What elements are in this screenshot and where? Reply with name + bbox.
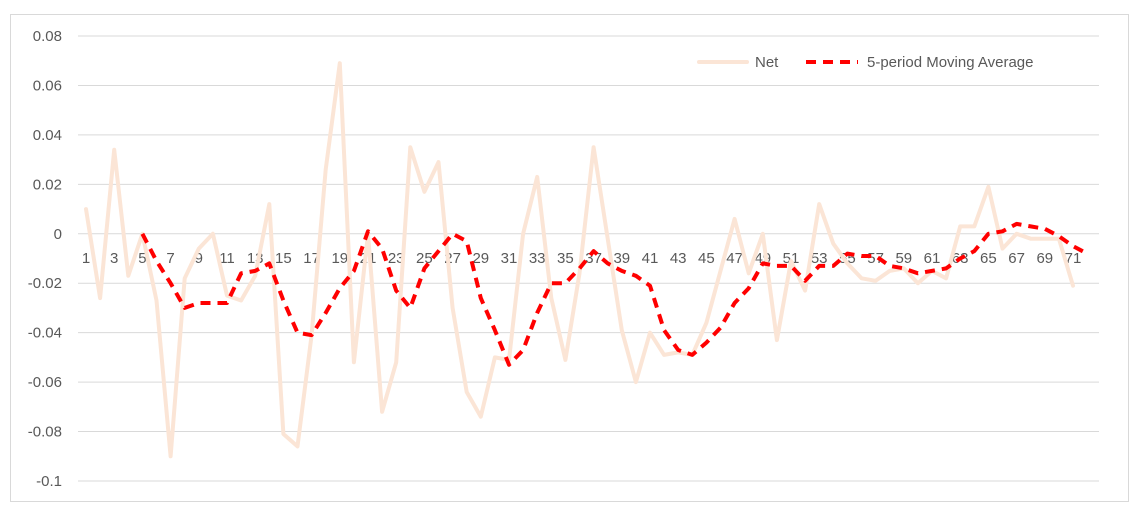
y-tick-label: 0.06 [33, 77, 62, 94]
x-tick-label: 47 [726, 250, 743, 267]
x-tick-label: 61 [924, 250, 941, 267]
y-axis-tick-labels: -0.1 -0.08 -0.06 -0.04 -0.02 0 0.02 0.04 0.06 0.0… [28, 28, 62, 490]
x-tick-label: 41 [642, 250, 659, 267]
series-lines [84, 61, 1089, 459]
x-tick-label: 7 [166, 250, 174, 267]
x-tick-label: 43 [670, 250, 687, 267]
x-tick-label: 5 [138, 250, 146, 267]
y-tick-label: -0.04 [28, 325, 62, 342]
y-tick-label: -0.1 [36, 473, 62, 490]
x-tick-label: 1 [82, 250, 90, 267]
x-tick-label: 35 [557, 250, 574, 267]
x-tick-label: 23 [388, 250, 405, 267]
x-tick-label: 29 [472, 250, 489, 267]
gridlines [78, 35, 1099, 482]
x-tick-label: 9 [195, 250, 203, 267]
y-tick-label: 0.04 [33, 127, 62, 144]
x-tick-label: 17 [303, 250, 320, 267]
x-tick-label: 25 [416, 250, 433, 267]
y-tick-label: 0 [54, 226, 62, 243]
legend-label-net: Net [755, 54, 779, 71]
y-tick-label: 0.02 [33, 176, 62, 193]
y-tick-label: -0.08 [28, 424, 62, 441]
y-tick-label: 0.08 [33, 28, 62, 45]
x-tick-label: 67 [1008, 250, 1025, 267]
x-tick-label: 51 [783, 250, 800, 267]
moving-average-series-line [140, 221, 1089, 367]
x-tick-label: 53 [811, 250, 828, 267]
x-tick-label: 45 [698, 250, 715, 267]
legend-label-moving-average: 5-period Moving Average [867, 54, 1034, 71]
y-tick-label: -0.02 [28, 275, 62, 292]
x-tick-label: 57 [867, 250, 884, 267]
x-tick-label: 69 [1036, 250, 1053, 267]
x-tick-label: 11 [219, 250, 235, 267]
x-tick-label: 33 [529, 250, 546, 267]
x-tick-label: 3 [110, 250, 118, 267]
x-tick-label: 65 [980, 250, 997, 267]
x-tick-label: 71 [1065, 250, 1082, 267]
y-tick-label: -0.06 [28, 374, 62, 391]
x-tick-label: 15 [275, 250, 292, 267]
x-tick-label: 31 [501, 250, 518, 267]
x-tick-label: 59 [895, 250, 912, 267]
net-series-line [84, 61, 1075, 459]
x-tick-label: 39 [613, 250, 630, 267]
x-tick-label: 19 [331, 250, 348, 267]
legend: Net 5-period Moving Average [697, 54, 1034, 71]
